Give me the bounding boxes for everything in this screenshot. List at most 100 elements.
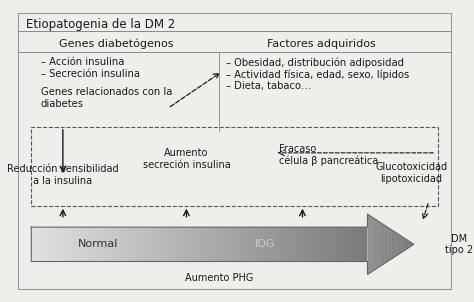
- Bar: [105, 227, 108, 262]
- Bar: [36, 227, 38, 262]
- Polygon shape: [403, 237, 404, 251]
- Bar: [52, 227, 54, 262]
- Polygon shape: [386, 226, 387, 262]
- Bar: [61, 227, 63, 262]
- Bar: [318, 227, 320, 262]
- Polygon shape: [383, 224, 384, 265]
- Polygon shape: [409, 241, 410, 247]
- Bar: [240, 227, 242, 262]
- Polygon shape: [371, 217, 372, 272]
- Polygon shape: [368, 215, 369, 274]
- Bar: [192, 227, 195, 262]
- Bar: [204, 227, 206, 262]
- Bar: [45, 227, 47, 262]
- Polygon shape: [381, 223, 382, 266]
- Bar: [146, 227, 148, 262]
- Bar: [251, 227, 253, 262]
- Bar: [170, 227, 173, 262]
- Polygon shape: [391, 229, 392, 259]
- Bar: [135, 227, 137, 262]
- Polygon shape: [393, 231, 394, 258]
- Bar: [108, 227, 110, 262]
- Bar: [191, 227, 192, 262]
- Bar: [67, 227, 69, 262]
- Bar: [209, 227, 210, 262]
- Polygon shape: [384, 225, 385, 263]
- Bar: [242, 227, 244, 262]
- Text: – Dieta, tabaco…: – Dieta, tabaco…: [226, 81, 311, 91]
- Polygon shape: [380, 222, 381, 266]
- Bar: [300, 227, 302, 262]
- Bar: [157, 227, 159, 262]
- Bar: [278, 227, 280, 262]
- Bar: [332, 227, 334, 262]
- Polygon shape: [398, 234, 399, 255]
- Bar: [197, 227, 200, 262]
- Bar: [78, 227, 81, 262]
- Bar: [186, 227, 188, 262]
- Bar: [101, 227, 103, 262]
- Bar: [132, 227, 135, 262]
- Bar: [226, 227, 228, 262]
- Bar: [92, 227, 94, 262]
- Bar: [327, 227, 329, 262]
- Bar: [336, 227, 338, 262]
- Polygon shape: [405, 239, 406, 250]
- Polygon shape: [379, 222, 380, 267]
- Text: – Acción insulina: – Acción insulina: [41, 57, 124, 67]
- Bar: [155, 227, 157, 262]
- Bar: [161, 227, 164, 262]
- Polygon shape: [392, 230, 393, 259]
- Bar: [112, 227, 114, 262]
- Bar: [200, 227, 201, 262]
- Text: – Obesidad, distribución adiposidad: – Obesidad, distribución adiposidad: [226, 57, 404, 68]
- Bar: [298, 227, 300, 262]
- Bar: [43, 227, 45, 262]
- Polygon shape: [367, 214, 368, 275]
- Bar: [117, 227, 118, 262]
- Bar: [177, 227, 179, 262]
- Polygon shape: [375, 219, 376, 269]
- Bar: [118, 227, 121, 262]
- Bar: [166, 227, 168, 262]
- Polygon shape: [412, 243, 413, 245]
- Bar: [262, 227, 264, 262]
- Bar: [291, 227, 293, 262]
- Bar: [143, 227, 146, 262]
- Polygon shape: [377, 221, 378, 268]
- Text: IOG: IOG: [255, 239, 276, 249]
- Bar: [271, 227, 273, 262]
- Bar: [58, 227, 61, 262]
- Bar: [329, 227, 332, 262]
- Bar: [361, 227, 363, 262]
- Bar: [284, 227, 287, 262]
- Bar: [103, 227, 105, 262]
- Bar: [224, 227, 226, 262]
- Bar: [283, 227, 284, 262]
- Polygon shape: [378, 221, 379, 268]
- Bar: [152, 227, 155, 262]
- Bar: [83, 227, 85, 262]
- Bar: [334, 227, 336, 262]
- Polygon shape: [407, 240, 408, 249]
- Bar: [34, 227, 36, 262]
- Polygon shape: [374, 219, 375, 270]
- Bar: [126, 227, 128, 262]
- Bar: [314, 227, 316, 262]
- Bar: [38, 227, 40, 262]
- Polygon shape: [390, 229, 391, 260]
- Bar: [260, 227, 262, 262]
- Bar: [128, 227, 130, 262]
- Polygon shape: [389, 228, 390, 260]
- Polygon shape: [376, 220, 377, 269]
- Bar: [237, 227, 240, 262]
- Bar: [233, 227, 235, 262]
- Bar: [356, 227, 358, 262]
- Bar: [87, 227, 90, 262]
- Bar: [99, 227, 101, 262]
- Polygon shape: [397, 233, 398, 255]
- Bar: [179, 227, 182, 262]
- Bar: [40, 227, 43, 262]
- Bar: [309, 227, 311, 262]
- Bar: [338, 227, 341, 262]
